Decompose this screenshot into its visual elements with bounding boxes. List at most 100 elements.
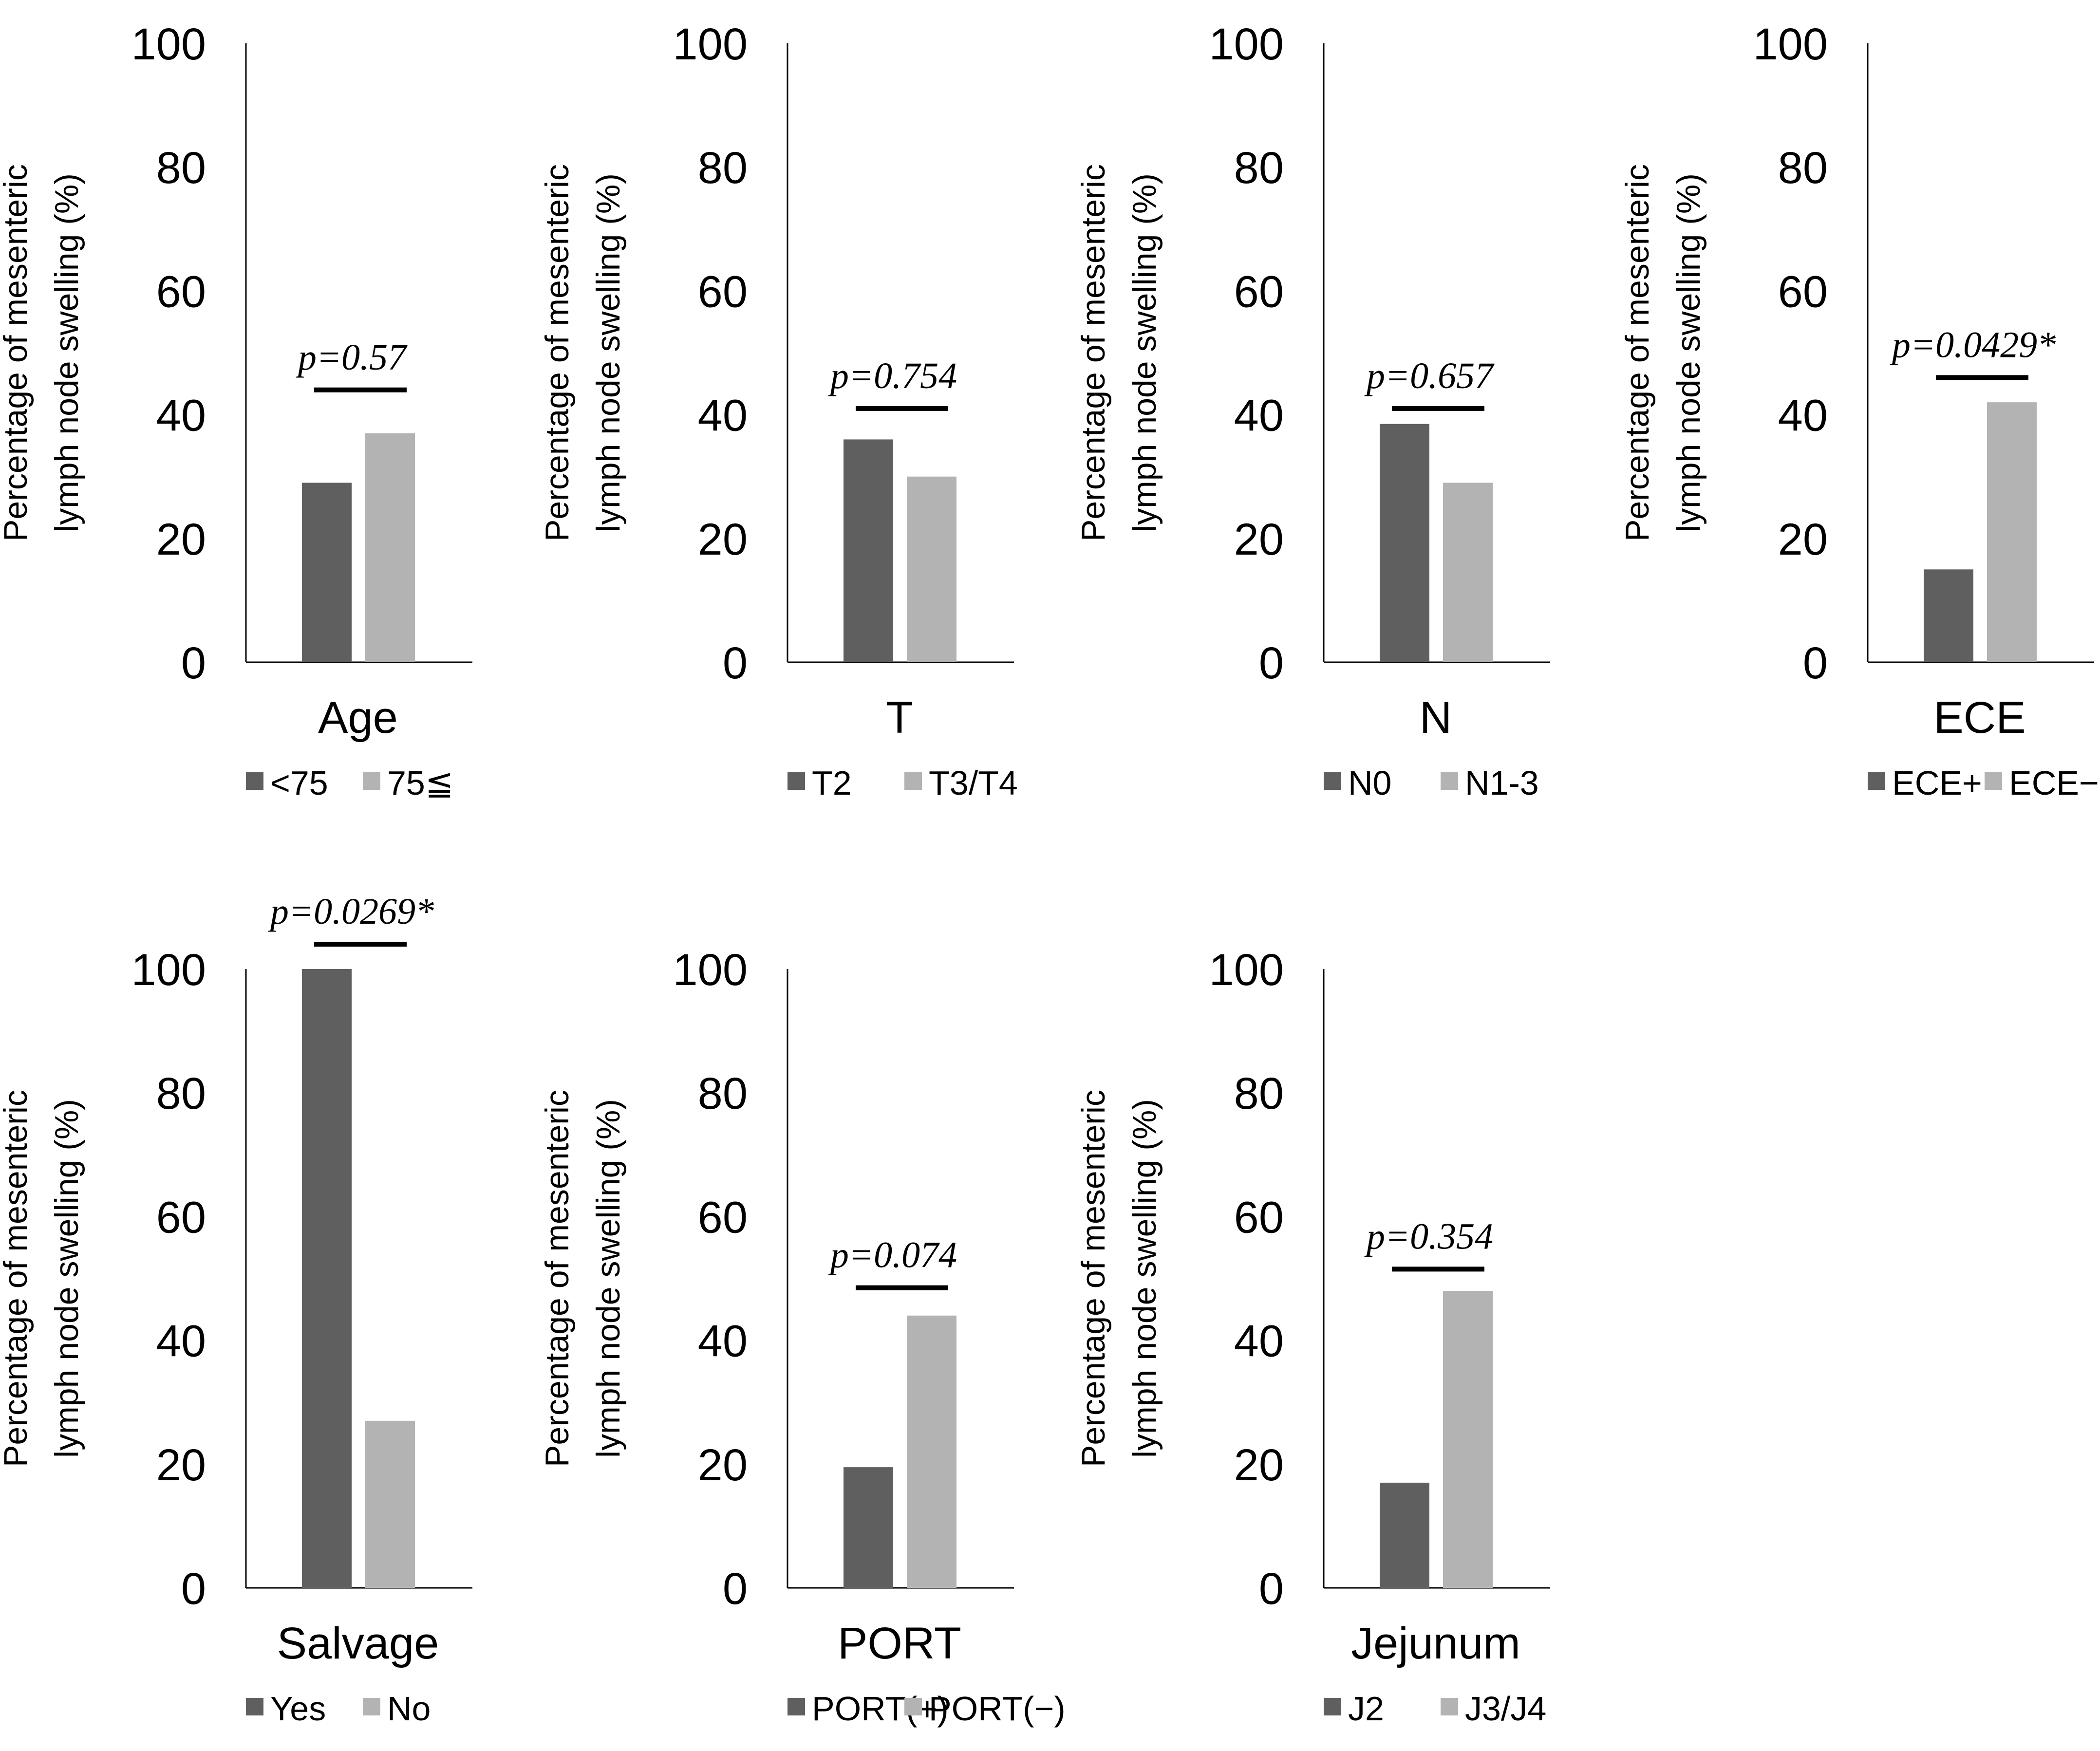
legend-swatch bbox=[1324, 772, 1341, 790]
x-axis-label: Jejunum bbox=[1351, 1619, 1520, 1668]
chart-panel-port: 0 20 40 60 80 100 Percentage of mesenteric lymp… bbox=[539, 945, 1066, 1728]
bar-a bbox=[1380, 1482, 1429, 1588]
y-tick-label: 40 bbox=[1234, 391, 1284, 441]
legend-swatch bbox=[904, 1698, 922, 1715]
legend-label: N0 bbox=[1348, 764, 1391, 802]
legend-label: <75 bbox=[270, 764, 328, 802]
legend-label: No bbox=[387, 1690, 431, 1728]
y-tick-label: 80 bbox=[698, 1069, 748, 1118]
y-tick-label: 0 bbox=[723, 1564, 748, 1614]
bar-a bbox=[844, 439, 893, 662]
legend-label: J2 bbox=[1348, 1690, 1384, 1728]
y-tick-label: 20 bbox=[1234, 1440, 1284, 1490]
bar-a bbox=[302, 969, 352, 1588]
p-value-label: p=0.657 bbox=[1364, 355, 1495, 396]
y-tick-label: 100 bbox=[1753, 19, 1828, 69]
chart-panel-ece: 0 20 40 60 80 100 Percentage of mesenteric lymp… bbox=[1619, 19, 2099, 802]
y-tick-label: 20 bbox=[156, 1440, 206, 1490]
y-axis-label-line: Percentage of mesenteric bbox=[0, 1090, 34, 1467]
y-tick-label: 20 bbox=[156, 515, 206, 564]
y-axis-label: Percentage of mesenteric lymph node swell… bbox=[539, 1090, 627, 1467]
x-axis-label: N bbox=[1420, 693, 1452, 743]
legend-label: T2 bbox=[812, 764, 852, 802]
y-tick-label: 40 bbox=[698, 391, 748, 441]
y-tick-label: 100 bbox=[673, 19, 748, 69]
y-tick-label: 100 bbox=[131, 945, 206, 995]
x-axis-label: Age bbox=[318, 693, 398, 743]
y-tick-label: 80 bbox=[1234, 1069, 1284, 1118]
y-tick-label: 0 bbox=[181, 638, 206, 688]
chart-panel-n: 0 20 40 60 80 100 Percentage of mesenteric lymp… bbox=[1075, 19, 1550, 802]
bar-a bbox=[1380, 424, 1429, 662]
legend-swatch bbox=[1324, 1698, 1341, 1715]
y-axis-label: Percentage of mesenteric lymph node swell… bbox=[1075, 1090, 1163, 1467]
y-axis-label-line: lymph node swelling (%) bbox=[1670, 173, 1707, 532]
bar-b bbox=[907, 476, 956, 662]
chart-panel-t: 0 20 40 60 80 100 Percentage of mesenteric lymp… bbox=[539, 19, 1018, 802]
y-tick-label: 80 bbox=[1778, 143, 1828, 193]
y-tick-label: 100 bbox=[131, 19, 206, 69]
bar-b bbox=[1443, 1290, 1493, 1588]
chart-panel-salvage: 0 20 40 60 80 100 Percentage of mesenteric lymp… bbox=[0, 891, 472, 1728]
y-axis-label-line: Percentage of mesenteric bbox=[0, 164, 34, 541]
chart-panel-jejunum: 0 20 40 60 80 100 Percentage of mesenteric lymp… bbox=[1075, 945, 1550, 1728]
legend-label: 75≦ bbox=[387, 764, 454, 802]
legend-label: N1-3 bbox=[1465, 764, 1539, 802]
p-value-label: p=0.0429* bbox=[1890, 324, 2056, 365]
y-axis-label-line: lymph node swelling (%) bbox=[48, 173, 85, 532]
bar-a bbox=[844, 1467, 893, 1588]
y-tick-label: 60 bbox=[1778, 267, 1828, 317]
y-tick-label: 0 bbox=[1259, 1564, 1284, 1614]
y-tick-label: 60 bbox=[156, 267, 206, 317]
y-axis-label-line: lymph node swelling (%) bbox=[590, 1099, 627, 1458]
legend-swatch bbox=[1868, 772, 1885, 790]
y-tick-label: 0 bbox=[181, 1564, 206, 1614]
x-axis-label: T bbox=[886, 693, 913, 743]
y-tick-label: 40 bbox=[698, 1317, 748, 1366]
y-tick-label: 40 bbox=[156, 391, 206, 441]
y-axis-label: Percentage of mesenteric lymph node swell… bbox=[0, 1090, 85, 1467]
y-tick-label: 0 bbox=[1259, 638, 1284, 688]
bar-b bbox=[907, 1315, 956, 1588]
y-axis-label-line: lymph node swelling (%) bbox=[1126, 173, 1163, 532]
legend-label: T3/T4 bbox=[929, 764, 1018, 802]
y-tick-label: 40 bbox=[156, 1317, 206, 1366]
y-tick-label: 60 bbox=[698, 1192, 748, 1242]
legend-swatch bbox=[788, 1698, 805, 1715]
bar-a bbox=[302, 483, 352, 662]
y-tick-label: 100 bbox=[1209, 945, 1284, 995]
y-tick-label: 20 bbox=[698, 515, 748, 564]
y-axis-label: Percentage of mesenteric lymph node swell… bbox=[1619, 164, 1707, 541]
legend-swatch bbox=[904, 772, 922, 790]
legend-swatch bbox=[1985, 772, 2002, 790]
y-tick-label: 80 bbox=[156, 143, 206, 193]
p-value-label: p=0.354 bbox=[1364, 1216, 1493, 1257]
y-tick-label: 0 bbox=[723, 638, 748, 688]
y-axis-label-line: lymph node swelling (%) bbox=[48, 1099, 85, 1458]
x-axis-label: Salvage bbox=[277, 1619, 439, 1668]
y-tick-label: 60 bbox=[698, 267, 748, 317]
chart-panel-age: 0 20 40 60 80 100 Percentage of mesenteric lymp… bbox=[0, 19, 472, 802]
y-axis-label-line: lymph node swelling (%) bbox=[1126, 1099, 1163, 1458]
bar-b bbox=[365, 433, 415, 662]
y-axis-label-line: Percentage of mesenteric bbox=[1075, 164, 1112, 541]
legend-swatch bbox=[788, 772, 805, 790]
bar-b bbox=[365, 1420, 415, 1588]
y-tick-label: 80 bbox=[156, 1069, 206, 1118]
y-tick-label: 0 bbox=[1803, 638, 1828, 688]
p-value-label: p=0.754 bbox=[828, 355, 957, 396]
legend-label: J3/J4 bbox=[1465, 1690, 1546, 1728]
y-tick-label: 40 bbox=[1778, 391, 1828, 441]
y-axis-label-line: Percentage of mesenteric bbox=[539, 164, 576, 541]
y-tick-label: 60 bbox=[1234, 1192, 1284, 1242]
y-tick-label: 60 bbox=[1234, 267, 1284, 317]
bar-b bbox=[1443, 483, 1493, 662]
legend-label: PORT(−) bbox=[929, 1690, 1066, 1728]
y-axis-label-line: Percentage of mesenteric bbox=[1075, 1090, 1112, 1467]
bar-b bbox=[1987, 402, 2037, 662]
legend-label: Yes bbox=[270, 1690, 326, 1728]
y-tick-label: 40 bbox=[1234, 1317, 1284, 1366]
legend-swatch bbox=[363, 772, 380, 790]
y-tick-label: 100 bbox=[1209, 19, 1284, 69]
y-tick-label: 80 bbox=[1234, 143, 1284, 193]
